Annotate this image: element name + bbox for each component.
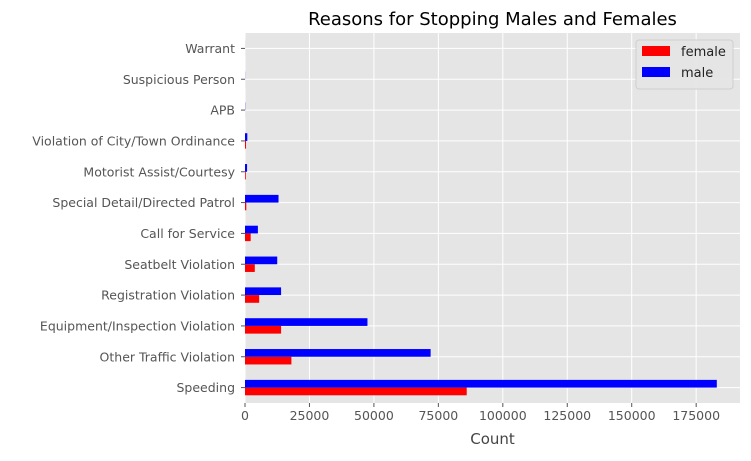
bar-male bbox=[245, 195, 279, 203]
chart-title: Reasons for Stopping Males and Females bbox=[308, 9, 677, 30]
y-tick-label: Warrant bbox=[185, 41, 235, 56]
bar-female bbox=[245, 295, 259, 303]
legend-swatch-male bbox=[642, 67, 670, 77]
bar-male bbox=[245, 318, 367, 326]
x-tick-label: 125000 bbox=[543, 408, 591, 423]
y-tick-labels: Speeding Other Traffic Violation Equipment… bbox=[32, 41, 245, 395]
bar-male bbox=[245, 133, 247, 141]
bar-female bbox=[245, 203, 246, 211]
bar-male bbox=[245, 380, 717, 388]
x-tick-label: 150000 bbox=[608, 408, 656, 423]
y-tick-label: Other Traffic Violation bbox=[100, 349, 235, 364]
y-tick-label: Registration Violation bbox=[101, 288, 235, 303]
y-tick-label: Equipment/Inspection Violation bbox=[40, 318, 235, 333]
bar-female bbox=[245, 233, 251, 241]
x-tick-labels: 0 25000 50000 75000 100000 125000 150000 175000 bbox=[241, 403, 720, 423]
legend: female male bbox=[636, 40, 733, 89]
y-tick-label: Special Detail/Directed Patrol bbox=[52, 195, 235, 210]
y-tick-label: Violation of City/Town Ordinance bbox=[32, 133, 235, 148]
bar-female bbox=[245, 141, 246, 149]
bar-male bbox=[245, 287, 281, 295]
legend-label: female bbox=[681, 45, 726, 60]
x-tick-label: 175000 bbox=[672, 408, 720, 423]
x-tick-label: 100000 bbox=[479, 408, 527, 423]
legend-label: male bbox=[681, 66, 713, 81]
y-tick-label: Call for Service bbox=[140, 226, 235, 241]
bar-male bbox=[245, 164, 247, 172]
bar-female bbox=[245, 172, 246, 180]
bar-female bbox=[245, 264, 255, 272]
bar-female bbox=[245, 388, 467, 396]
legend-swatch-female bbox=[642, 46, 670, 56]
y-tick-label: APB bbox=[210, 103, 235, 118]
y-tick-label: Motorist Assist/Courtesy bbox=[83, 164, 235, 179]
bar-male bbox=[245, 257, 277, 265]
x-tick-label: 25000 bbox=[290, 408, 330, 423]
y-tick-label: Speeding bbox=[176, 380, 235, 395]
x-tick-label: 75000 bbox=[418, 408, 458, 423]
x-tick-label: 0 bbox=[241, 408, 249, 423]
y-tick-label: Seatbelt Violation bbox=[124, 257, 235, 272]
x-axis-title: Count bbox=[470, 430, 515, 448]
bar-female bbox=[245, 326, 281, 334]
bar-male bbox=[245, 226, 258, 234]
y-tick-label: Suspicious Person bbox=[123, 72, 235, 87]
bar-male bbox=[245, 349, 431, 357]
bar-female bbox=[245, 357, 291, 365]
x-tick-label: 50000 bbox=[354, 408, 394, 423]
